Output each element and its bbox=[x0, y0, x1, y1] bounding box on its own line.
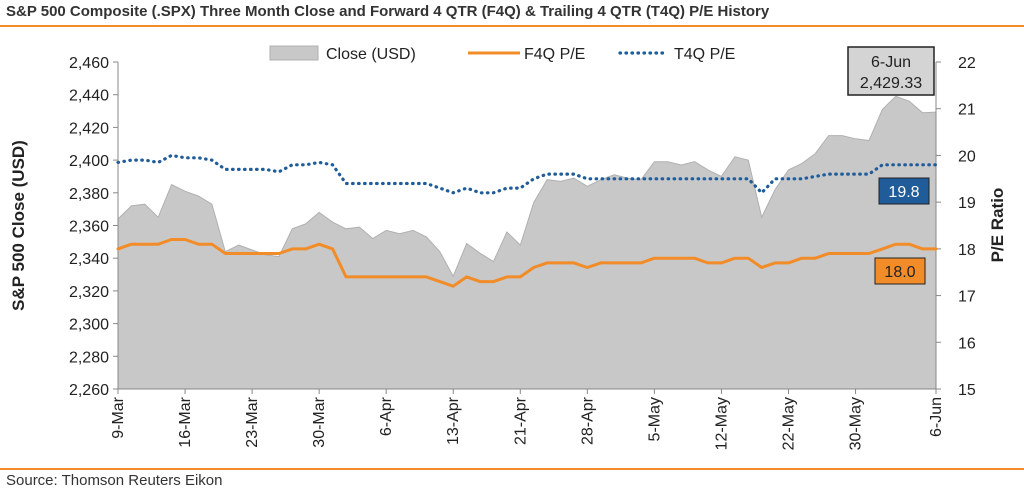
f4q-callout-value: 18.0 bbox=[884, 264, 915, 281]
y-right-axis-title: P/E Ratio bbox=[988, 188, 1007, 263]
x-tick-label: 30-Mar bbox=[311, 396, 328, 447]
last-close-callout-box bbox=[847, 46, 935, 96]
x-tick-label: 5-May bbox=[646, 397, 663, 441]
y-left-tick-label: 2,300 bbox=[69, 317, 109, 334]
x-tick-label: 28-Apr bbox=[579, 396, 596, 445]
y-left-tick-label: 2,280 bbox=[69, 349, 109, 366]
y-right-tick-label: 22 bbox=[958, 55, 976, 72]
last-close-callout-date: 6-Jun bbox=[871, 54, 911, 71]
y-right-tick-label: 20 bbox=[958, 148, 976, 165]
x-tick-label: 22-May bbox=[780, 397, 797, 450]
y-right-tick-label: 18 bbox=[958, 242, 976, 259]
chart-title: S&P 500 Composite (.SPX) Three Month Clo… bbox=[6, 3, 770, 20]
y-left-tick-label: 2,360 bbox=[69, 219, 109, 236]
y-left-tick-label: 2,260 bbox=[69, 382, 109, 399]
y-left-tick-label: 2,380 bbox=[69, 186, 109, 203]
legend-f4q-label: F4Q P/E bbox=[524, 46, 585, 63]
source-note: Source: Thomson Reuters Eikon bbox=[6, 472, 223, 489]
x-tick-label: 12-May bbox=[713, 397, 730, 450]
close-area-series bbox=[117, 95, 937, 390]
x-tick-label: 13-Apr bbox=[445, 396, 462, 445]
legend-close-label: Close (USD) bbox=[326, 46, 416, 63]
f4q-callout-box bbox=[874, 257, 926, 285]
f4q-pe-line-series bbox=[116, 238, 938, 288]
y-left-tick-label: 2,320 bbox=[69, 284, 109, 301]
x-tick-label: 9-Mar bbox=[110, 396, 127, 438]
y-right-tick-label: 17 bbox=[958, 289, 976, 306]
legend-t4q-label: T4Q P/E bbox=[674, 46, 735, 63]
y-right-tick-label: 21 bbox=[958, 102, 976, 119]
y-left-tick-label: 2,460 bbox=[69, 55, 109, 72]
t4q-pe-line-series bbox=[116, 153, 938, 195]
t4q-callout-box bbox=[878, 177, 930, 205]
x-tick-label: 23-Mar bbox=[244, 396, 261, 447]
title-divider bbox=[0, 25, 1024, 27]
x-tick-label: 21-Apr bbox=[512, 396, 529, 445]
y-left-tick-label: 2,400 bbox=[69, 153, 109, 170]
y-left-tick-label: 2,440 bbox=[69, 88, 109, 105]
y-left-axis-title: S&P 500 Close (USD) bbox=[9, 140, 28, 311]
x-tick-label: 6-Apr bbox=[378, 396, 395, 436]
t4q-callout-value: 19.8 bbox=[888, 184, 919, 201]
y-right-tick-label: 15 bbox=[958, 382, 976, 399]
last-close-callout-value: 2,429.33 bbox=[860, 75, 922, 92]
y-left-tick-label: 2,420 bbox=[69, 120, 109, 137]
y-left-tick-label: 2,340 bbox=[69, 251, 109, 268]
x-tick-label: 16-Mar bbox=[177, 396, 194, 447]
footer-divider bbox=[0, 468, 1024, 470]
y-right-tick-label: 19 bbox=[958, 195, 976, 212]
x-tick-label: 30-May bbox=[848, 397, 865, 450]
legend-close-swatch bbox=[269, 45, 319, 61]
x-tick-label: 6-Jun bbox=[928, 397, 945, 437]
y-right-tick-label: 16 bbox=[958, 335, 976, 352]
